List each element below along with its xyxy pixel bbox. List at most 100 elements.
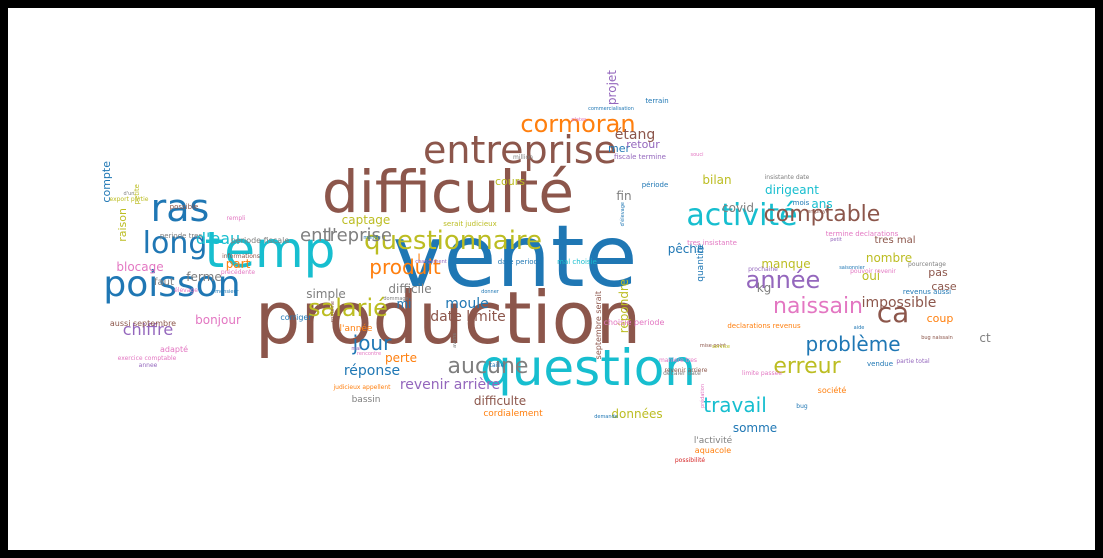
word-chiffre: chiffre: [122, 320, 174, 339]
word-aide: aide: [853, 324, 865, 331]
word-quantité: quantité: [695, 244, 706, 282]
word-produit: produit: [369, 255, 441, 279]
word-date-periode: date periode: [497, 257, 543, 266]
word-kg: kg: [756, 281, 772, 295]
word-ca: ca: [876, 296, 910, 329]
canvas-background: [8, 8, 1095, 550]
word-problème: problème: [805, 332, 901, 356]
word-mal-choisie: mal choisie: [557, 257, 597, 266]
word-corriger: corriger: [280, 313, 312, 322]
word-cours: cours: [494, 174, 525, 188]
word-fiscale-termine: fiscale termine: [614, 152, 666, 161]
word-cormoran: cormoran: [520, 110, 636, 138]
word-demande: demande: [594, 413, 618, 420]
word-decaler-date: decaler date: [663, 370, 701, 377]
word-vendue: vendue: [866, 359, 894, 368]
word-exercice-comptable: exercice comptable: [117, 355, 177, 362]
word-part: part: [225, 257, 251, 271]
word-souci: souci: [690, 151, 704, 158]
word-mise-point: mise point: [699, 342, 727, 349]
word-judicieux-appellent: judicieux appellent: [333, 384, 391, 391]
word-revenir-arrière: revenir arrière: [399, 377, 501, 393]
word-covid: covid: [722, 201, 754, 215]
word-mer: mer: [607, 141, 630, 155]
word-revenus-aussi: revenus aussi: [902, 287, 952, 296]
word-rempli: rempli: [226, 215, 246, 222]
word-question: question: [479, 339, 696, 397]
word-annee: annee: [138, 362, 158, 369]
word-commercialisation: commercialisation: [588, 105, 634, 112]
word-comptable: comptable: [763, 202, 881, 227]
word-insistante-date: insistante date: [764, 174, 810, 181]
word-étang: étang: [614, 127, 656, 143]
word-travail: travail: [703, 393, 767, 417]
word-pouvoir-revenir: pouvoir revenir: [850, 268, 896, 275]
word-l: l: [417, 252, 421, 266]
word-declarations-revenus: declarations revenus: [727, 321, 801, 330]
word-perte: perte: [384, 351, 418, 365]
word-production: production: [254, 276, 642, 360]
word-erreur: erreur: [773, 354, 841, 379]
word-date-limite: date limite: [430, 309, 506, 325]
word-d-un: d'un: [123, 190, 135, 197]
word-donner: donner: [481, 288, 499, 295]
word-vente: vente: [392, 207, 638, 307]
word-revenir-arriere: revenir arriere: [664, 367, 708, 374]
word-dirigeant: dirigeant: [765, 183, 819, 197]
word-petit: petit: [830, 236, 842, 243]
word-entreprise: entreprise: [300, 225, 392, 246]
word-entreprise: entreprise: [422, 128, 617, 172]
word-poisson: poisson: [103, 264, 241, 305]
word-fin: fin: [616, 189, 632, 203]
word-export-partie: export partie: [109, 196, 149, 203]
word-projet: projet: [605, 70, 619, 106]
word-ans: ans: [811, 197, 833, 211]
word-terrain: terrain: [645, 96, 669, 105]
word-tres-mal: tres mal: [874, 235, 916, 246]
word-changement: changement: [415, 258, 447, 265]
word-monde: monde: [363, 234, 381, 241]
word-bug-naissain: bug naissain: [921, 334, 953, 341]
word-réponse: réponse: [343, 363, 401, 379]
word-mois: mois: [792, 198, 810, 207]
word-nombre: nombre: [865, 251, 913, 265]
word-coup: coup: [926, 311, 954, 325]
word-periode-tres: periode tres: [159, 231, 203, 240]
word-bug: bug: [796, 403, 808, 410]
word-salarié: salarié: [308, 294, 388, 322]
word-l-année: l'année: [339, 323, 373, 334]
word-élevage: élevage: [174, 287, 198, 294]
word-ras: ras: [150, 186, 210, 230]
word-oui: oui: [861, 269, 881, 283]
word-million: million: [513, 154, 533, 161]
word-jour: jour: [352, 331, 392, 355]
word-aussi-septembre: aussi septembre: [109, 319, 177, 328]
word-période: période: [641, 180, 669, 189]
word-tres-insistante: tres insistante: [687, 238, 737, 247]
word-informations: informations: [222, 253, 260, 260]
word-moule: moule: [445, 296, 489, 312]
word-société: société: [817, 386, 847, 395]
word-données: données: [611, 407, 663, 421]
word-partie-total: partie total: [896, 358, 930, 365]
word-adapté: adapté: [159, 345, 189, 354]
word-periode-fiscale: periode fiscale: [230, 236, 290, 245]
word-saisonnier: saisonnier: [839, 264, 865, 271]
word-activité: activité: [686, 198, 798, 233]
word-manque: manque: [761, 257, 811, 271]
word-bonjour: bonjour: [195, 313, 241, 327]
word-spiruline: spiruline: [329, 301, 336, 323]
word-possible: possible: [169, 202, 199, 211]
word-pourcentage: pourcentage: [908, 261, 946, 268]
word-rencontre: rencontre: [356, 350, 382, 357]
word-retour: retour: [626, 137, 660, 151]
word-aucune: aucune: [447, 354, 529, 379]
word-long: long: [142, 226, 208, 261]
word-année: année: [745, 266, 821, 294]
word-choisie-periode: choisie periode: [603, 318, 665, 327]
word-somme: somme: [732, 421, 778, 435]
word-avons: avons: [451, 332, 458, 348]
word-précédente: précédente: [220, 269, 256, 276]
word-possibilité: possibilité: [674, 457, 706, 464]
